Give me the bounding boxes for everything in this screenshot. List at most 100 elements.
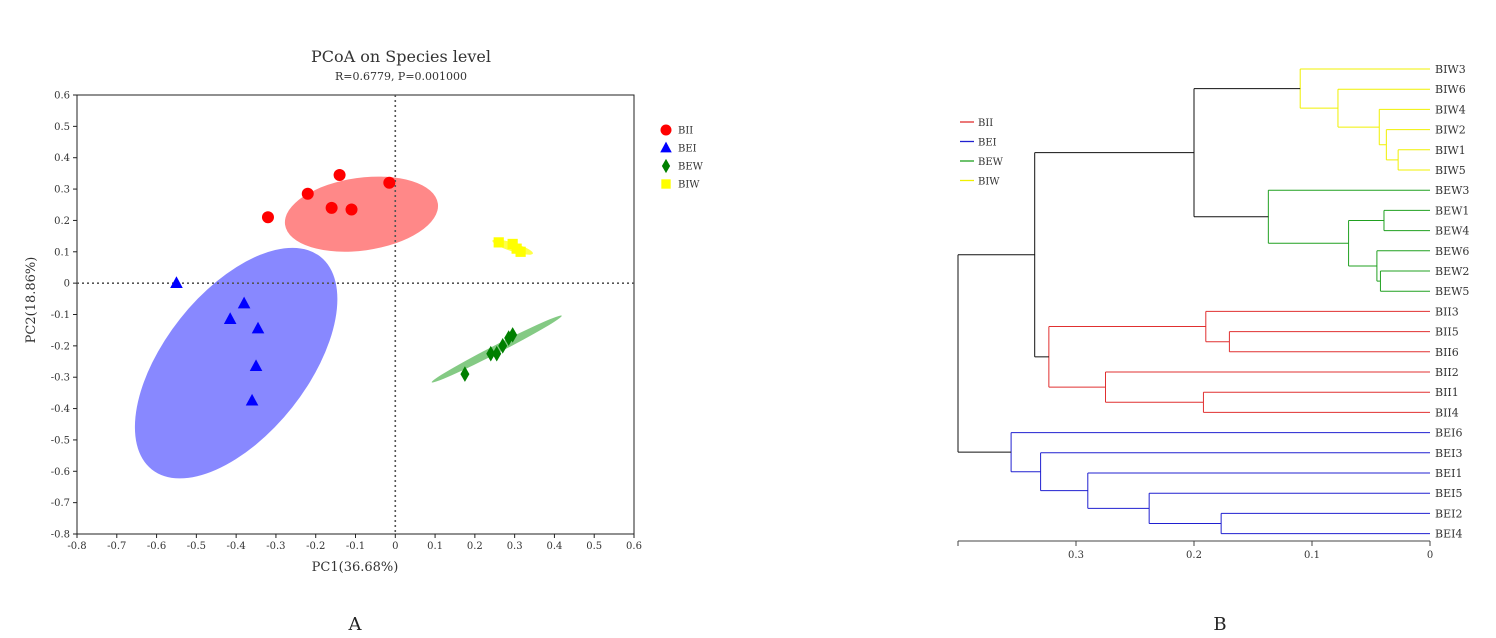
legend-label-bew: BEW: [678, 162, 704, 173]
x-tick-label: -0.4: [226, 541, 245, 552]
dendrogram-panel: BIW3 BIW6 BIW4 BIW2 BIW1 BIW5 BEW3 BEW1 BEW4 BEW6…: [957, 63, 1469, 635]
data-point-bew: [492, 345, 502, 362]
data-point-bii: [325, 201, 338, 214]
distance-tick-label: 0.2: [1186, 550, 1202, 561]
y-tick-label: -0.1: [51, 310, 70, 321]
distance-tick-label: 0.1: [1304, 550, 1320, 561]
data-point-bei: [251, 321, 265, 334]
y-tick-label: -0.3: [51, 373, 70, 384]
leaf-label-bii4: BII4: [1435, 406, 1459, 419]
y-tick-label: 0.3: [54, 185, 70, 196]
x-tick-label: 0.4: [546, 541, 562, 552]
legend-label-bii: BII: [978, 118, 993, 129]
data-point-bei: [170, 276, 183, 288]
data-point-bew: [498, 338, 508, 354]
points-layer: [170, 168, 526, 406]
leaf-label-bii5: BII5: [1435, 326, 1459, 339]
data-point-bei: [249, 359, 263, 372]
x-axis-label: PC1(36.68%): [312, 560, 399, 575]
x-tick-label: 0: [392, 541, 398, 552]
ellipse-layer: [134, 176, 562, 479]
legend: BII BEI BEW BIW: [960, 118, 1004, 188]
x-tick-label: 0.6: [626, 541, 642, 552]
x-tick-label: -0.3: [266, 541, 285, 552]
x-tick-label: -0.7: [107, 541, 126, 552]
legend-label-biw: BIW: [678, 180, 700, 191]
leaf-label-bii2: BII2: [1435, 366, 1459, 379]
x-tick-label: 0.3: [507, 541, 523, 552]
leaf-label-bii1: BII1: [1435, 386, 1459, 399]
y-tick-label: 0.5: [54, 122, 70, 133]
data-point-bii: [345, 203, 358, 216]
pcoa-panel: PCoA on Species level R=0.6779, P=0.0010…: [24, 47, 704, 635]
leaf-label-bei2: BEI2: [1435, 507, 1462, 520]
legend-marker-bew: [661, 158, 671, 174]
distance-tick-label: 0.3: [1068, 550, 1084, 561]
legend-label-bei: BEI: [678, 144, 697, 155]
data-point-bei: [223, 312, 237, 325]
x-tick-label: 0.2: [467, 541, 483, 552]
y-tick-label: -0.6: [51, 467, 70, 478]
x-tick-label: -0.8: [67, 541, 86, 552]
leaf-label-bei6: BEI6: [1435, 427, 1462, 440]
y-tick-label: 0: [64, 279, 70, 290]
data-point-bew: [460, 366, 470, 382]
y-tick-label: -0.5: [51, 435, 70, 446]
leaf-label-biw4: BIW4: [1435, 103, 1466, 116]
leaf-label-biw6: BIW6: [1435, 83, 1466, 96]
y-tick-label: -0.2: [51, 341, 70, 352]
leaf-label-bew5: BEW5: [1435, 285, 1469, 298]
data-point-bei: [245, 393, 259, 406]
data-point-biw: [493, 237, 504, 248]
chart-subtitle: R=0.6779, P=0.001000: [335, 70, 467, 83]
legend: BII BEI BEW BIW: [660, 124, 704, 191]
y-tick-label: -0.7: [51, 498, 70, 509]
data-point-bii: [383, 176, 396, 189]
leaf-label-bew2: BEW2: [1435, 265, 1469, 278]
data-point-bew: [508, 327, 518, 343]
y-tick-label: 0.2: [54, 216, 70, 227]
leaf-label-bew4: BEW4: [1435, 225, 1469, 238]
data-point-bii: [301, 187, 314, 200]
y-tick-label: 0.4: [54, 153, 70, 164]
leaf-label-bei3: BEI3: [1435, 447, 1462, 460]
chart-title: PCoA on Species level: [311, 47, 491, 66]
legend-marker-bei: [660, 141, 672, 153]
x-tick-label: -0.6: [147, 541, 166, 552]
legend-label-bew: BEW: [978, 157, 1004, 168]
leaf-label-bew1: BEW1: [1435, 204, 1469, 217]
legend-label-biw: BIW: [978, 177, 1000, 188]
x-tick-label: 0.1: [427, 541, 443, 552]
leaf-label-biw1: BIW1: [1435, 144, 1466, 157]
leaf-label-bii3: BII3: [1435, 305, 1459, 318]
data-point-biw: [515, 246, 526, 257]
legend-label-bei: BEI: [978, 138, 997, 149]
confidence-ellipse-bii: [284, 176, 439, 252]
data-point-bii: [333, 168, 346, 181]
legend-marker-bii: [660, 124, 672, 136]
x-tick-label: -0.2: [306, 541, 325, 552]
distance-tick-label: 0: [1427, 550, 1433, 561]
leaf-label-bii6: BII6: [1435, 346, 1459, 359]
leaf-label-bei5: BEI5: [1435, 487, 1462, 500]
legend-marker-biw: [661, 179, 671, 189]
leaf-labels: BIW3 BIW6 BIW4 BIW2 BIW1 BIW5 BEW3 BEW1 BEW4 BEW6…: [1435, 63, 1469, 541]
leaf-label-biw5: BIW5: [1435, 164, 1466, 177]
y-tick-label: -0.8: [51, 530, 70, 541]
leaf-label-biw2: BIW2: [1435, 124, 1466, 137]
panel-label-b: B: [1213, 614, 1226, 635]
leaf-label-bei4: BEI4: [1435, 528, 1462, 541]
distance-axis: 0.3 0.2 0.1 0: [957, 540, 1433, 561]
x-tick-label: -0.1: [346, 541, 365, 552]
leaf-label-bew3: BEW3: [1435, 184, 1469, 197]
leaf-label-bew6: BEW6: [1435, 245, 1469, 258]
leaf-label-bei1: BEI1: [1435, 467, 1462, 480]
y-axis-label: PC2(18.86%): [24, 257, 39, 344]
panel-label-a: A: [348, 614, 363, 635]
y-tick-label: -0.4: [51, 404, 70, 415]
leaf-label-biw3: BIW3: [1435, 63, 1466, 76]
y-tick-label: 0.1: [54, 247, 70, 258]
data-point-bew: [486, 345, 496, 362]
dendrogram-tree: [957, 68, 1430, 535]
